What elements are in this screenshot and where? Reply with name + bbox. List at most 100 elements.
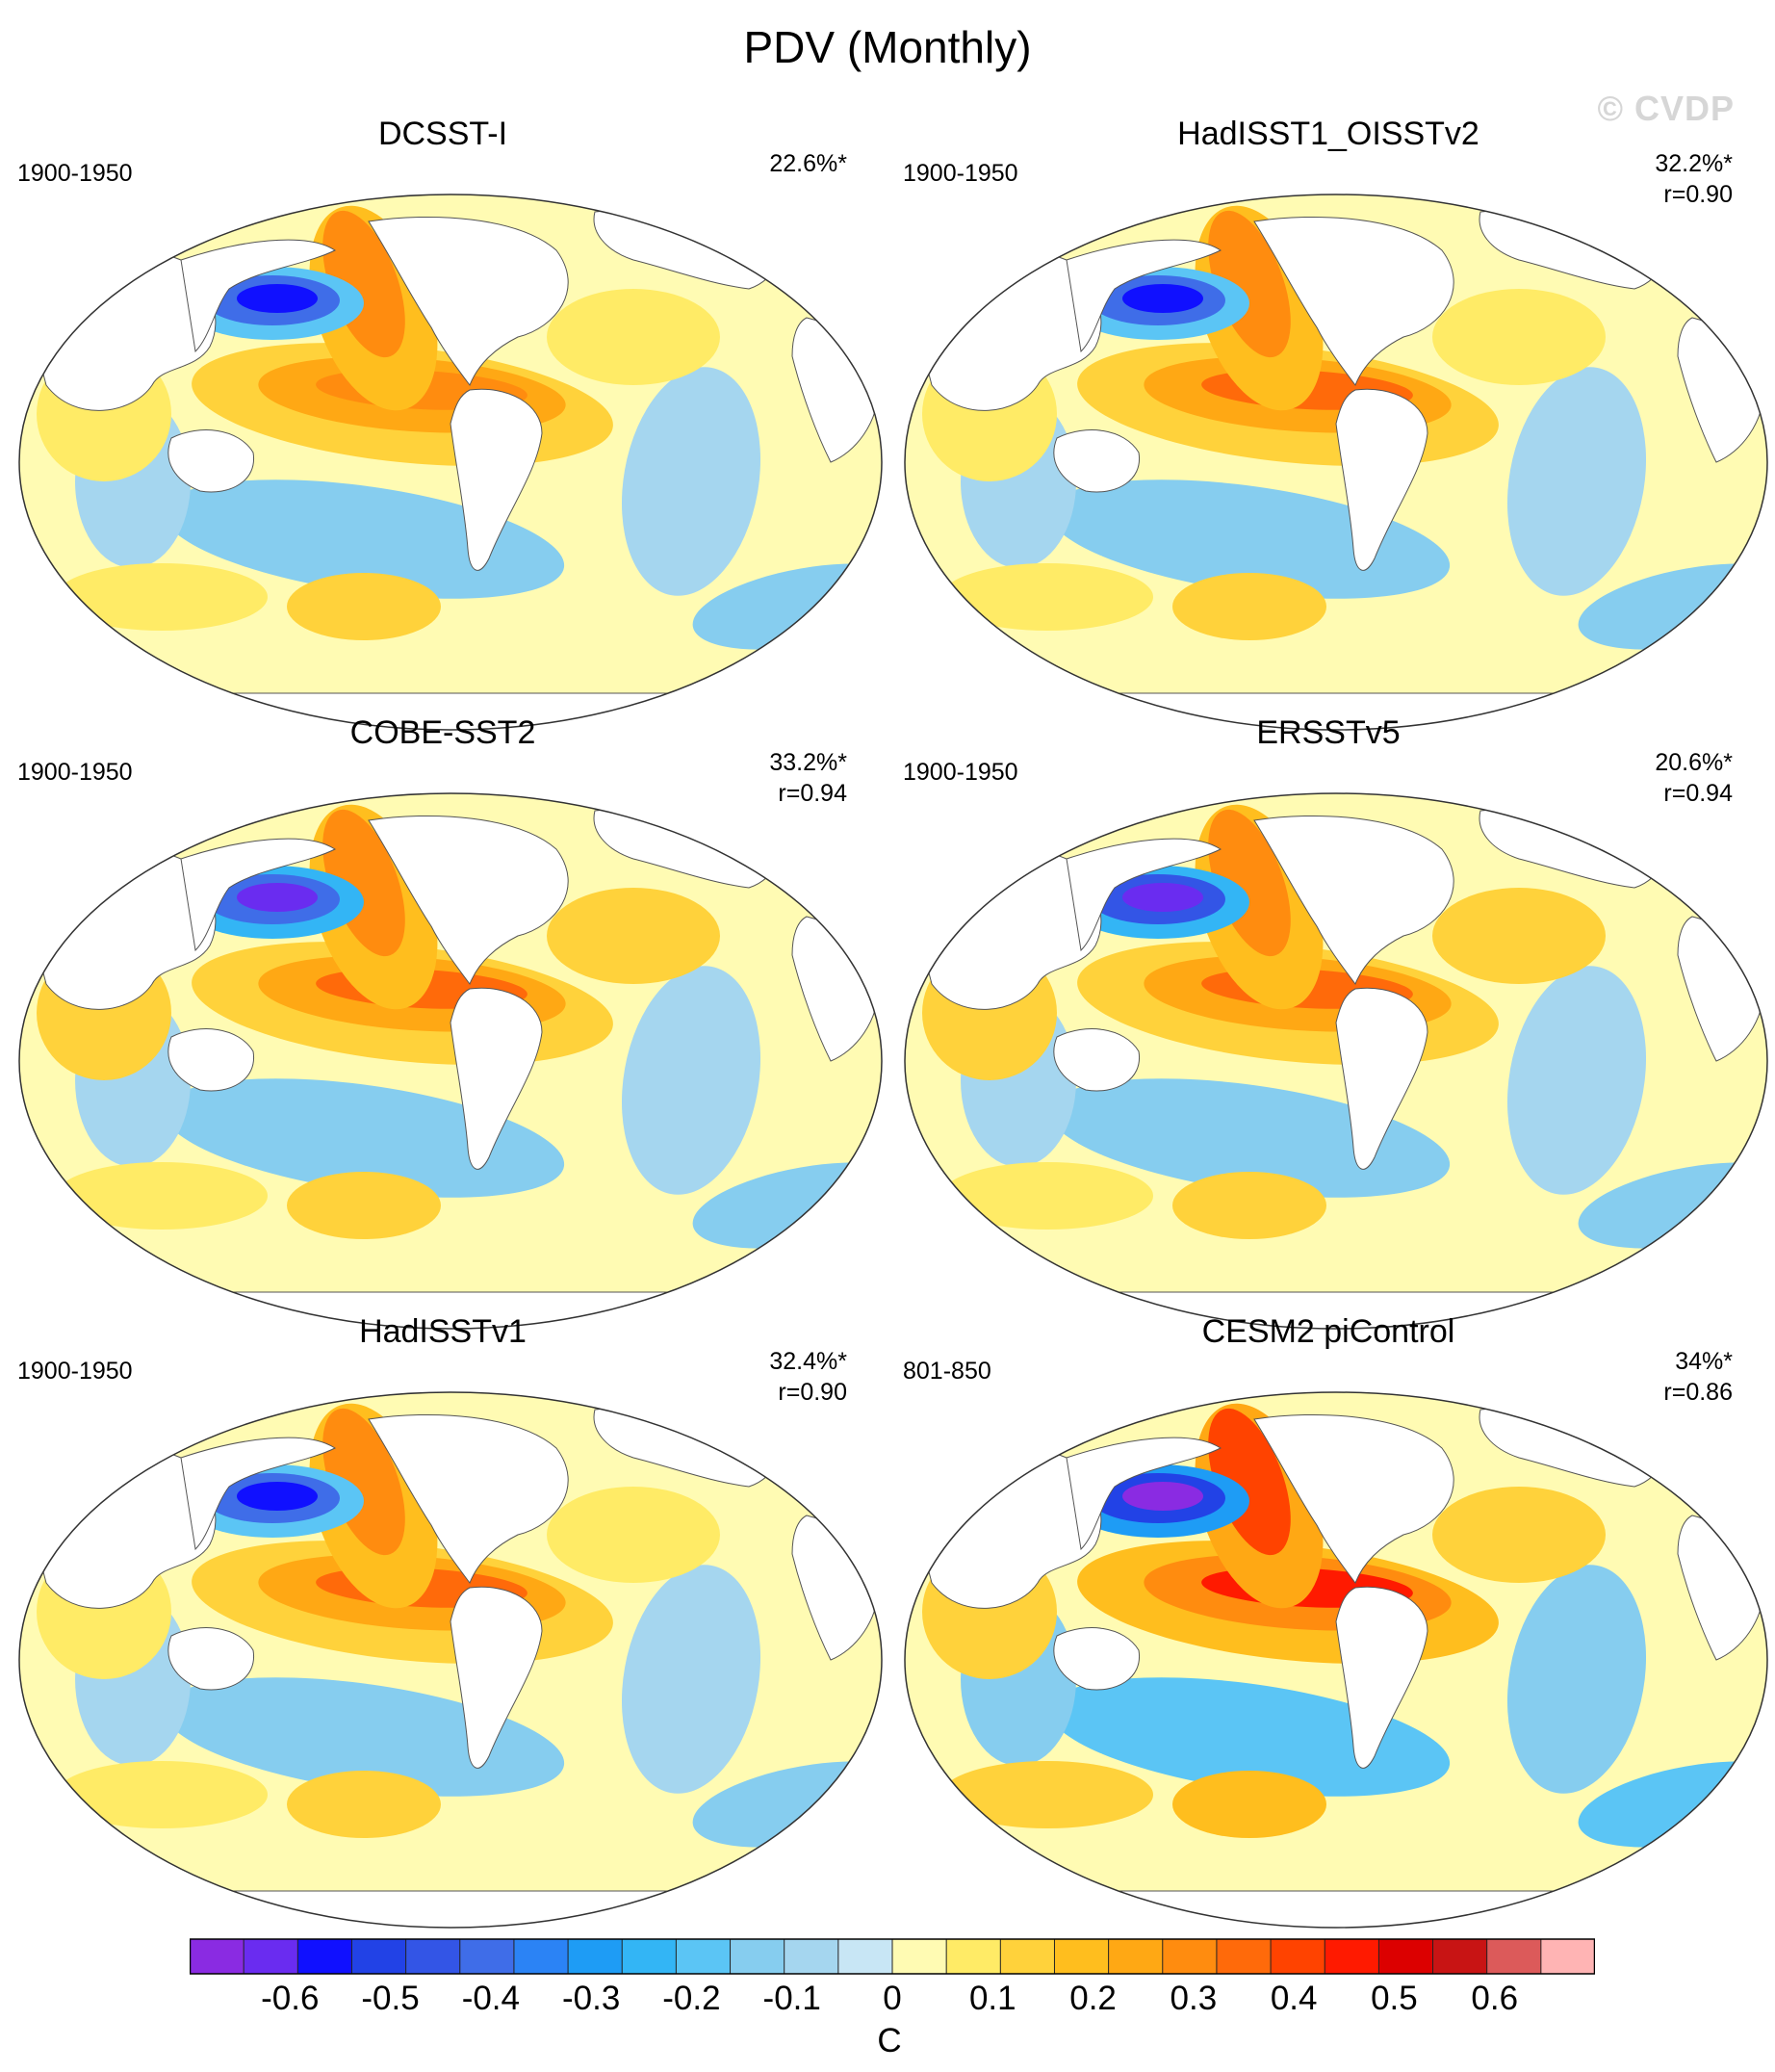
sst-anomaly-ne-pacific-core: [1208, 210, 1291, 358]
map-panel-hadisstv1: HadISSTv1 1900-1950 32.4%* r=0.90: [0, 1313, 886, 1929]
sst-anomaly-ne-pacific-core: [322, 210, 405, 358]
land-mass: [368, 815, 569, 986]
panel-period: 1900-1950: [17, 1358, 133, 1385]
panel-period: 1900-1950: [903, 160, 1018, 187]
sst-anomaly-sp-warm: [287, 573, 441, 640]
sst-anomaly-np-cold-core: [1122, 284, 1203, 313]
panel-pct: 32.4%*: [769, 1348, 847, 1375]
land-mass: [1253, 815, 1454, 986]
colorbar-swatch: [351, 1939, 407, 1974]
sst-anomaly-atlantic-cool: [621, 1565, 761, 1794]
land-mass: [1335, 1586, 1428, 1769]
sst-anomaly-np-cold-core: [1122, 883, 1203, 912]
sst-anomaly-atlantic-cool: [621, 367, 761, 596]
land-mass: [180, 838, 336, 952]
panel-title: CESM2 piControl: [1201, 1313, 1455, 1350]
map-panel-ersstv5: ERSSTv5 1900-1950 20.6%* r=0.94: [886, 714, 1771, 1330]
land-mass: [167, 1627, 254, 1691]
panel-stats: 32.2%* r=0.90: [1655, 148, 1733, 210]
sst-field: [19, 793, 882, 1329]
panel-r: r=0.90: [778, 1379, 847, 1406]
sst-map: [904, 1391, 1768, 1929]
land-mass: [1066, 838, 1222, 952]
panel-period: 801-850: [903, 1358, 991, 1385]
sst-anomaly-np-cold-core: [237, 284, 318, 313]
map-panel-cesm2-picontrol: CESM2 piControl 801-850 34%* r=0.86: [886, 1313, 1771, 1929]
land-mass: [180, 239, 336, 353]
sst-anomaly-ne-pacific-core: [322, 809, 405, 957]
colorbar-tick-label: 0.2: [1069, 1980, 1117, 2017]
sst-anomaly-atlantic-cool: [1506, 1565, 1647, 1794]
map-border: [18, 194, 883, 731]
sst-anomaly-sp-warm: [287, 1771, 441, 1838]
land-mass: [368, 216, 569, 387]
colorbar-tick-label: 0.6: [1471, 1980, 1519, 2017]
sst-field: [905, 1392, 1767, 1928]
sst-map: [18, 1391, 883, 1929]
sst-anomaly-southern-warm: [941, 563, 1153, 631]
colorbar-swatch: [1000, 1939, 1055, 1974]
sst-anomaly-sp-warm: [1172, 1771, 1326, 1838]
panel-stats: 34%* r=0.86: [1663, 1346, 1733, 1408]
sst-field: [905, 194, 1767, 730]
colorbar-swatch: [459, 1939, 515, 1974]
colorbar-swatch: [568, 1939, 623, 1974]
land-mass: [1253, 216, 1454, 387]
land-mass: [905, 1890, 1767, 1928]
land-mass: [180, 1437, 336, 1551]
colorbar-tick-label: -0.3: [561, 1980, 621, 2017]
colorbar-swatch: [784, 1939, 839, 1974]
panel-title: DCSST-I: [377, 116, 508, 152]
land-mass: [167, 429, 254, 493]
colorbar-swatch: [892, 1939, 947, 1974]
panel-r: r=0.94: [1663, 780, 1733, 807]
land-mass: [1066, 239, 1222, 353]
colorbar-swatch: [405, 1939, 461, 1974]
colorbar-swatch: [1108, 1939, 1164, 1974]
sst-anomaly-atlantic-cool: [1506, 367, 1647, 596]
sst-anomaly-np-cold-core: [237, 883, 318, 912]
sst-anomaly-ne-pacific-core: [1208, 1408, 1291, 1556]
sst-anomaly-southern-warm: [56, 1761, 268, 1828]
sst-anomaly-southern-warm: [941, 1162, 1153, 1230]
sst-anomaly-n-atlantic-warm: [547, 289, 720, 385]
sst-anomaly-atlantic-cool: [621, 966, 761, 1195]
colorbar-swatch: [244, 1939, 298, 1974]
sst-anomaly-n-atlantic-warm: [547, 888, 720, 984]
sst-map: [904, 792, 1768, 1330]
sst-anomaly-atlantic-cool: [1506, 966, 1647, 1195]
sst-field: [19, 1392, 882, 1928]
sst-map: [18, 792, 883, 1330]
map-panel-cobe-sst2: COBE-SST2 1900-1950 33.2%* r=0.94: [0, 714, 886, 1330]
land-mass: [1253, 1413, 1454, 1585]
sst-anomaly-southern-warm: [941, 1761, 1153, 1828]
panel-r: r=0.86: [1663, 1379, 1733, 1406]
map-border: [18, 1391, 883, 1929]
map-border: [18, 792, 883, 1330]
colorbar-swatch: [1216, 1939, 1272, 1974]
colorbar-swatch: [513, 1939, 569, 1974]
colorbar-tick-label: -0.1: [762, 1980, 821, 2017]
colorbar-swatch: [730, 1939, 785, 1974]
watermark: © CVDP: [1597, 89, 1735, 128]
land-mass: [167, 1028, 254, 1092]
colorbar-tick-label: -0.2: [662, 1980, 721, 2017]
map-panel-dcsst-i: DCSST-I 1900-1950 22.6%*: [0, 116, 886, 731]
land-mass: [1335, 388, 1428, 571]
panel-r: r=0.90: [1663, 181, 1733, 208]
colorbar-unit: C: [877, 2022, 902, 2059]
sst-field: [905, 793, 1767, 1329]
map-border: [904, 194, 1768, 731]
land-mass: [1335, 987, 1428, 1170]
land-mass: [450, 388, 543, 571]
land-mass: [1053, 429, 1140, 493]
land-mass: [1066, 1437, 1222, 1551]
sst-anomaly-np-cold-core: [237, 1482, 318, 1511]
map-panel-hadisst1-oisstv2: HadISST1_OISSTv2 1900-1950 32.2%* r=0.90: [886, 116, 1771, 731]
land-mass: [450, 987, 543, 1170]
panel-stats: 20.6%* r=0.94: [1655, 747, 1733, 809]
panel-pct: 20.6%*: [1655, 749, 1733, 776]
colorbar-swatch: [837, 1939, 893, 1974]
sst-anomaly-ne-pacific-core: [1208, 809, 1291, 957]
sst-anomaly-sp-warm: [1172, 573, 1326, 640]
